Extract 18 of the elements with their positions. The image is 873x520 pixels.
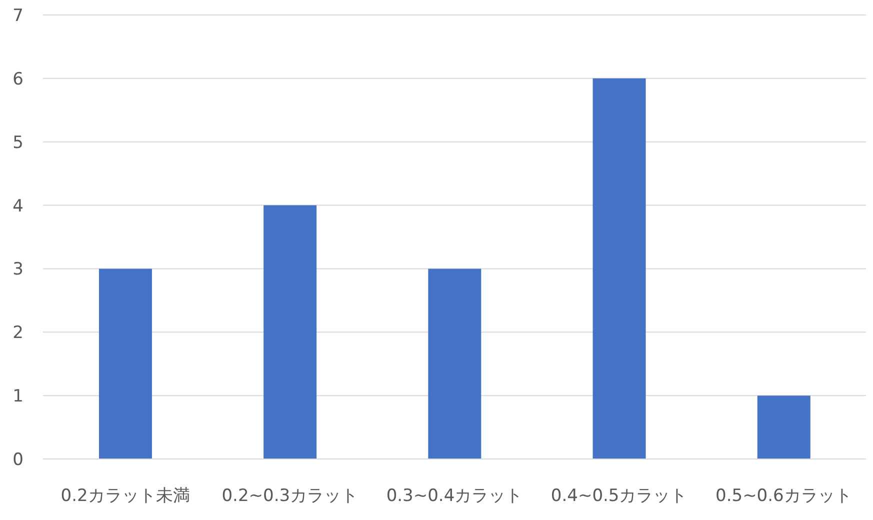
bar: [592, 78, 646, 459]
x-tick-label: 0.5~0.6カラット: [716, 486, 852, 506]
y-tick-label: 7: [12, 6, 24, 26]
y-tick-label: 3: [12, 260, 24, 280]
bar: [428, 268, 482, 459]
y-tick-label: 0: [12, 450, 24, 470]
bar: [98, 268, 152, 459]
x-tick-label: 0.3~0.4カラット: [386, 486, 523, 506]
x-tick-label: 0.2~0.3カラット: [222, 486, 358, 506]
bar: [757, 396, 810, 459]
y-tick-label: 4: [12, 196, 24, 216]
y-tick-label: 2: [12, 323, 24, 344]
x-tick-label: 0.2カラット未満: [60, 486, 190, 506]
bar: [264, 205, 317, 459]
y-tick-label: 1: [12, 386, 24, 407]
y-tick-label: 5: [12, 132, 24, 153]
x-tick-label: 0.4~0.5カラット: [550, 486, 688, 506]
y-tick-label: 6: [12, 69, 24, 90]
